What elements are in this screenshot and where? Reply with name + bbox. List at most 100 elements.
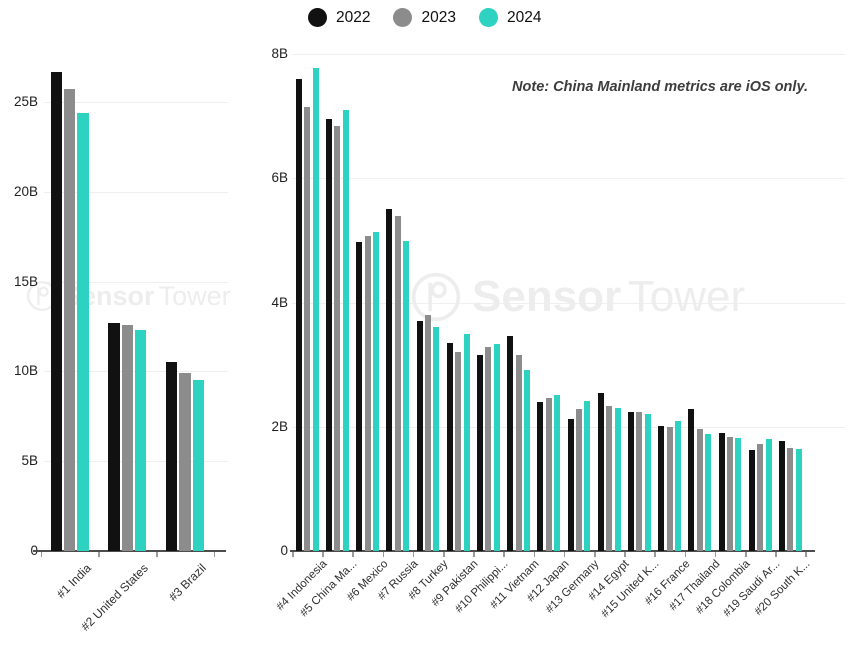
bar-2022[interactable] xyxy=(778,441,785,551)
bar-2023[interactable] xyxy=(364,236,371,551)
bar-2024[interactable] xyxy=(134,330,147,551)
bar-2023[interactable] xyxy=(304,107,311,551)
bar-2023[interactable] xyxy=(696,428,703,551)
bar-2022[interactable] xyxy=(476,354,483,551)
watermark-text-light: Tower xyxy=(627,272,746,321)
bar-2024[interactable] xyxy=(523,370,530,551)
bar-2022[interactable] xyxy=(688,409,695,551)
axis-tick xyxy=(473,552,475,557)
bar-2022[interactable] xyxy=(295,79,302,551)
y-axis-label: 6B xyxy=(271,170,288,186)
bar-2024[interactable] xyxy=(674,421,681,551)
legend-swatch-2022-icon xyxy=(308,8,327,27)
legend-swatch-2023-icon xyxy=(393,8,413,27)
bar-2023[interactable] xyxy=(179,373,191,551)
china-ios-note: Note: China Mainland metrics are iOS onl… xyxy=(512,79,808,95)
bar-2022[interactable] xyxy=(537,402,544,551)
bar-2022[interactable] xyxy=(325,119,332,551)
bar-2022[interactable] xyxy=(356,242,363,551)
legend-label-2023: 2023 xyxy=(421,8,456,26)
gridline xyxy=(44,102,228,103)
bar-2022[interactable] xyxy=(597,392,604,551)
x-axis-line xyxy=(33,550,226,552)
bar-2024[interactable] xyxy=(584,401,591,551)
axis-tick xyxy=(533,552,536,557)
bar-2023[interactable] xyxy=(606,405,613,551)
bar-2023[interactable] xyxy=(485,346,492,551)
bar-2022[interactable] xyxy=(108,322,120,551)
sensortower-logo-icon xyxy=(411,272,461,322)
bar-2023[interactable] xyxy=(666,426,673,551)
bar-2022[interactable] xyxy=(658,426,665,551)
axis-tick xyxy=(684,552,687,557)
bar-2024[interactable] xyxy=(735,438,742,551)
y-axis-label: 8B xyxy=(271,46,288,62)
bar-2023[interactable] xyxy=(726,436,733,551)
axis-tick xyxy=(40,552,43,557)
gridline xyxy=(292,54,845,56)
bar-2024[interactable] xyxy=(403,240,410,551)
bar-2024[interactable] xyxy=(372,231,379,551)
bar-2023[interactable] xyxy=(424,315,431,551)
axis-tick xyxy=(156,552,158,557)
bar-2024[interactable] xyxy=(192,380,204,551)
gridline xyxy=(292,178,845,180)
y-axis-label: 10B xyxy=(13,363,38,379)
axis-tick xyxy=(412,552,415,557)
bar-2023[interactable] xyxy=(515,355,522,551)
bar-2024[interactable] xyxy=(463,333,470,551)
bar-2023[interactable] xyxy=(575,408,582,551)
bar-2024[interactable] xyxy=(312,67,319,551)
bar-2023[interactable] xyxy=(636,411,643,551)
bar-2024[interactable] xyxy=(614,407,621,551)
bar-2022[interactable] xyxy=(507,336,514,551)
y-axis-label: 2B xyxy=(271,418,288,434)
axis-tick xyxy=(443,552,445,557)
bar-2024[interactable] xyxy=(705,434,712,551)
legend-label-2022: 2022 xyxy=(336,8,371,26)
bar-2022[interactable] xyxy=(567,418,574,551)
bar-2022[interactable] xyxy=(165,362,178,551)
axis-tick xyxy=(775,552,777,557)
bar-2022[interactable] xyxy=(446,343,453,551)
bar-2024[interactable] xyxy=(433,327,440,551)
bar-2022[interactable] xyxy=(718,433,725,551)
bar-2023[interactable] xyxy=(121,324,133,551)
legend-item-2023[interactable]: 2023 xyxy=(393,8,456,27)
bar-2023[interactable] xyxy=(455,352,462,551)
bar-2023[interactable] xyxy=(757,444,764,551)
bar-2022[interactable] xyxy=(748,450,755,551)
axis-tick xyxy=(292,552,294,557)
x-axis-line xyxy=(290,550,815,552)
bar-2023[interactable] xyxy=(787,447,794,551)
axis-tick xyxy=(805,552,807,557)
bar-2023[interactable] xyxy=(63,89,76,551)
bar-2022[interactable] xyxy=(627,411,634,551)
bar-2022[interactable] xyxy=(416,321,423,551)
y-axis-label: 0 xyxy=(280,543,288,558)
bar-2024[interactable] xyxy=(77,112,89,551)
bar-2023[interactable] xyxy=(334,125,341,551)
y-axis-label: 15B xyxy=(13,273,38,289)
axis-tick xyxy=(745,552,747,557)
y-axis-label: 20B xyxy=(13,183,38,199)
legend-item-2022[interactable]: 2022 xyxy=(308,8,370,27)
gridline xyxy=(44,191,228,193)
bar-2024[interactable] xyxy=(644,413,651,551)
bar-2022[interactable] xyxy=(386,209,393,551)
bar-2023[interactable] xyxy=(394,215,401,551)
sensortower-watermark: Sensor Tower xyxy=(410,271,745,323)
axis-tick xyxy=(563,552,566,557)
bar-2023[interactable] xyxy=(545,398,552,551)
bar-2024[interactable] xyxy=(765,438,772,551)
axis-tick xyxy=(654,552,656,557)
bar-2024[interactable] xyxy=(554,395,561,551)
bar-2022[interactable] xyxy=(50,71,62,551)
y-axis-label: 4B xyxy=(271,294,288,310)
bar-2024[interactable] xyxy=(795,448,802,551)
legend-item-2024[interactable]: 2024 xyxy=(478,8,541,27)
bar-2024[interactable] xyxy=(342,110,349,551)
bar-2024[interactable] xyxy=(493,344,500,551)
